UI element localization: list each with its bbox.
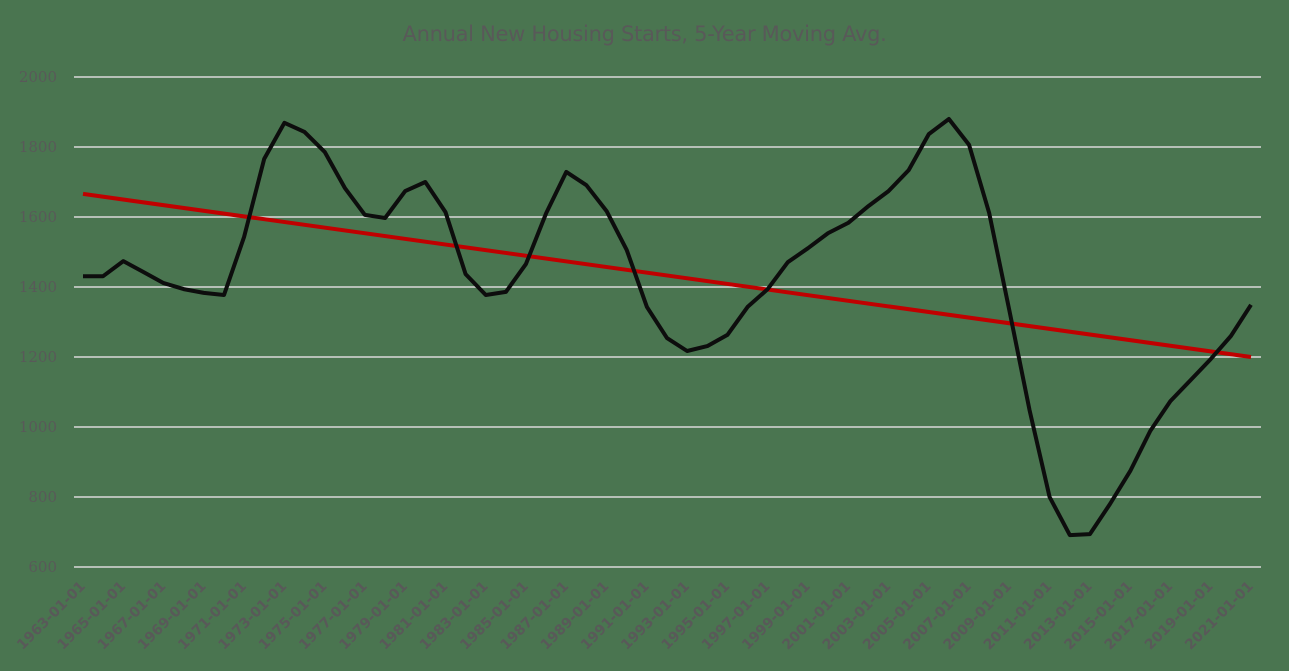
y-tick-label: 1200 [19, 348, 57, 366]
x-tick-label: 1963-01-01 [14, 579, 89, 654]
y-tick-label: 1800 [19, 138, 57, 156]
chart-title: Annual New Housing Starts, 5-Year Moving… [402, 22, 887, 46]
y-tick-label: 1400 [19, 278, 57, 296]
y-axis-ticks: 600 800 1000 1200 1400 1600 1800 2000 [19, 68, 57, 576]
y-tick-label: 2000 [19, 68, 57, 86]
gridlines [74, 76, 1261, 568]
x-axis-ticks: 1963-01-011965-01-011967-01-011969-01-01… [14, 579, 1257, 654]
trendline [82, 191, 1252, 359]
y-tick-label: 1000 [19, 418, 57, 436]
y-tick-label: 800 [28, 488, 57, 506]
y-tick-label: 600 [28, 558, 57, 576]
y-tick-label: 1600 [19, 208, 57, 226]
data-series-line [83, 117, 1253, 538]
